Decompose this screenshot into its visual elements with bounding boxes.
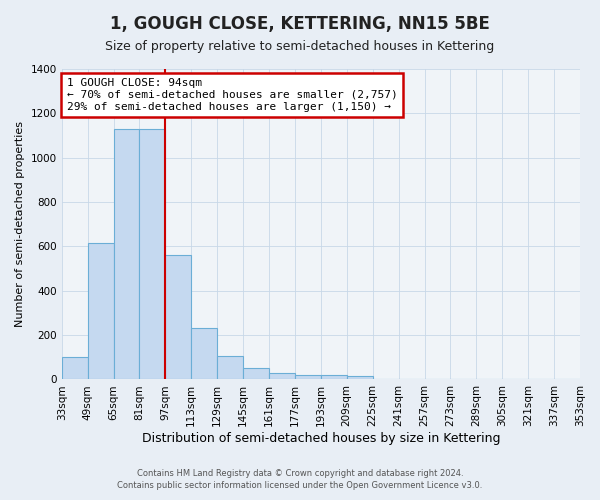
Bar <box>321 375 347 380</box>
Text: Contains HM Land Registry data © Crown copyright and database right 2024.
Contai: Contains HM Land Registry data © Crown c… <box>118 468 482 490</box>
Bar <box>88 243 113 380</box>
Text: Size of property relative to semi-detached houses in Kettering: Size of property relative to semi-detach… <box>106 40 494 53</box>
Text: 1 GOUGH CLOSE: 94sqm
← 70% of semi-detached houses are smaller (2,757)
29% of se: 1 GOUGH CLOSE: 94sqm ← 70% of semi-detac… <box>67 78 398 112</box>
Bar <box>113 129 139 380</box>
Bar <box>269 373 295 380</box>
Bar <box>243 368 269 380</box>
Bar <box>62 358 88 380</box>
Bar <box>166 256 191 380</box>
Bar <box>217 356 243 380</box>
Bar <box>191 328 217 380</box>
Bar <box>139 129 166 380</box>
Y-axis label: Number of semi-detached properties: Number of semi-detached properties <box>15 121 25 327</box>
Bar <box>295 375 321 380</box>
X-axis label: Distribution of semi-detached houses by size in Kettering: Distribution of semi-detached houses by … <box>142 432 500 445</box>
Bar <box>347 376 373 380</box>
Text: 1, GOUGH CLOSE, KETTERING, NN15 5BE: 1, GOUGH CLOSE, KETTERING, NN15 5BE <box>110 15 490 33</box>
